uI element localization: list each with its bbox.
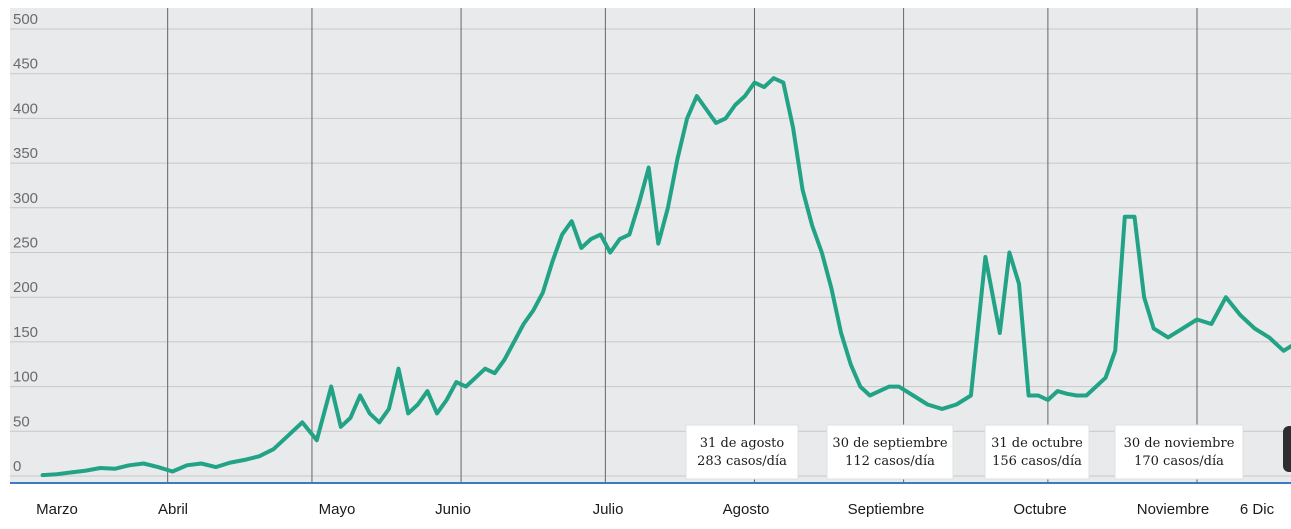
annotation-background bbox=[685, 424, 799, 480]
y-tick-label: 300 bbox=[13, 190, 38, 207]
x-tick-label: Mayo bbox=[319, 501, 356, 518]
annotation-value: 156 casos/día bbox=[992, 454, 1082, 469]
plot-background bbox=[10, 8, 1291, 482]
x-axis-month-labels: Marzo Abril Mayo Junio Julio Agosto Septiembre… bbox=[36, 501, 1274, 518]
annotation-value: 112 casos/día bbox=[845, 454, 935, 469]
x-tick-label: 6 Dic bbox=[1240, 501, 1275, 518]
annotation-box: 31 de agosto 283 casos/día bbox=[685, 424, 799, 480]
annotation-background bbox=[984, 424, 1090, 480]
y-tick-label: 450 bbox=[13, 56, 38, 73]
annotation-value: 170 casos/día bbox=[1134, 454, 1224, 469]
y-tick-label: 0 bbox=[13, 458, 21, 475]
y-tick-label: 200 bbox=[13, 279, 38, 296]
y-tick-label: 350 bbox=[13, 145, 38, 162]
x-tick-label: Junio bbox=[435, 501, 471, 518]
x-tick-label: Octubre bbox=[1013, 501, 1066, 518]
y-axis-tick-labels: 0 50 100 150 200 250 300 350 400 450 500 bbox=[13, 11, 38, 475]
x-tick-label: Marzo bbox=[36, 501, 78, 518]
annotation-date: 31 de octubre bbox=[991, 436, 1083, 451]
annotation-box: 30 de noviembre 170 casos/día bbox=[1114, 424, 1244, 480]
annotation-value: 283 casos/día bbox=[697, 454, 787, 469]
series-line bbox=[40, 76, 1291, 478]
side-tab bbox=[1283, 426, 1291, 472]
y-tick-label: 250 bbox=[13, 235, 38, 252]
x-tick-label: Septiembre bbox=[848, 501, 925, 518]
annotation-background bbox=[1114, 424, 1244, 480]
annotation-box: 30 de septiembre 112 casos/día bbox=[826, 424, 954, 480]
x-tick-label: Abril bbox=[158, 501, 188, 518]
x-tick-label: Noviembre bbox=[1137, 501, 1210, 518]
y-tick-label: 100 bbox=[13, 369, 38, 386]
annotation-date: 30 de noviembre bbox=[1124, 436, 1235, 451]
y-tick-label: 400 bbox=[13, 100, 38, 117]
annotation-background bbox=[826, 424, 954, 480]
annotation-date: 30 de septiembre bbox=[832, 436, 947, 451]
x-tick-label: Julio bbox=[593, 501, 624, 518]
y-tick-label: 500 bbox=[13, 11, 38, 28]
annotation-box: 31 de octubre 156 casos/día bbox=[984, 424, 1090, 480]
y-tick-label: 150 bbox=[13, 324, 38, 341]
annotations: 31 de agosto 283 casos/día 30 de septiembr… bbox=[685, 424, 1244, 480]
gridlines bbox=[10, 28, 1291, 477]
x-tick-label: Agosto bbox=[723, 501, 770, 518]
month-separators bbox=[167, 8, 1198, 482]
annotation-date: 31 de agosto bbox=[700, 436, 785, 451]
y-tick-label: 50 bbox=[13, 413, 30, 430]
